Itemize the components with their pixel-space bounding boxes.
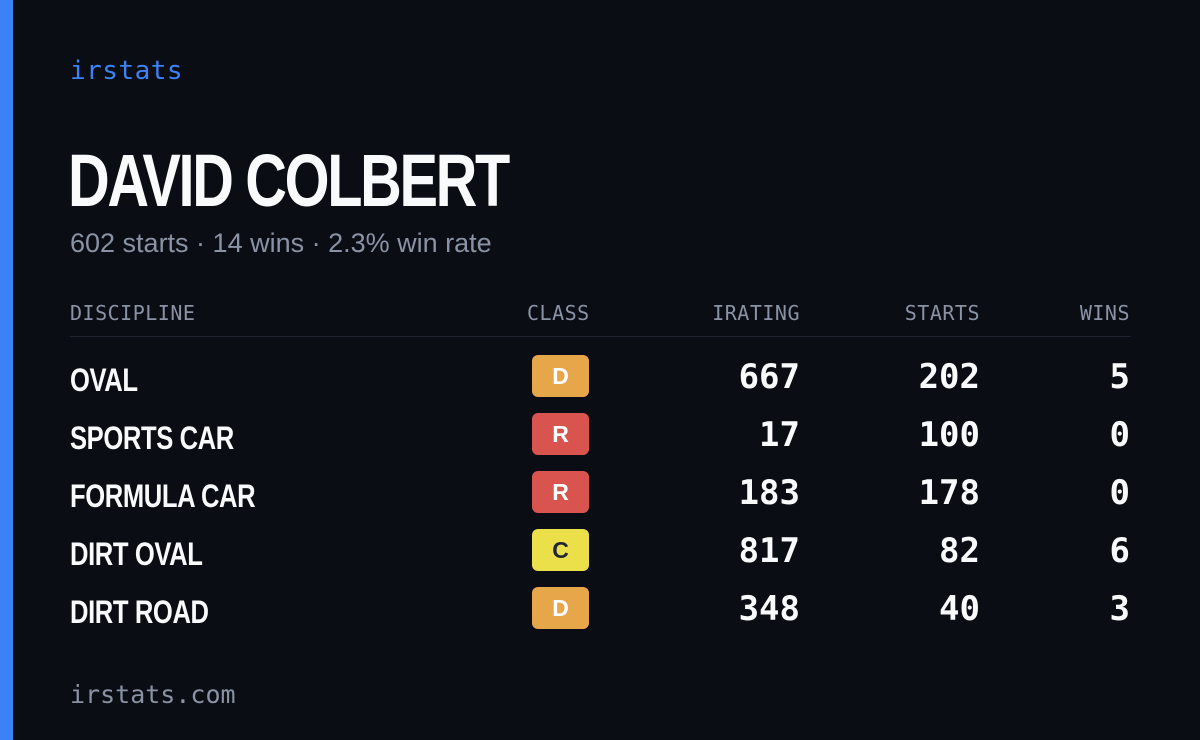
irating-value: 667 (738, 357, 800, 397)
discipline-name: FORMULA CAR (70, 478, 256, 514)
header-irating: IRATING (712, 301, 800, 325)
header-discipline: DISCIPLINE (70, 301, 196, 325)
accent-bar (0, 0, 13, 740)
table-body: OVAL D 667 202 5 SPORTS CAR R 17 100 0 F… (70, 337, 1131, 644)
irating-value: 17 (759, 415, 800, 455)
class-badge: R (532, 413, 589, 455)
discipline-name: DIRT ROAD (70, 594, 209, 630)
discipline-name: DIRT OVAL (70, 536, 203, 572)
wins-value: 3 (1109, 589, 1130, 629)
header-starts: STARTS (904, 301, 980, 325)
starts-value: 40 (939, 589, 980, 629)
class-badge: D (532, 587, 589, 629)
class-badge: C (532, 529, 589, 571)
header-wins: WINS (1079, 301, 1130, 325)
table-row: FORMULA CAR R 183 178 0 (70, 470, 1131, 528)
stats-table: DISCIPLINE CLASS IRATING STARTS WINS OVA… (70, 296, 1131, 644)
wins-value: 6 (1109, 531, 1130, 571)
table-row: OVAL D 667 202 5 (70, 354, 1131, 412)
irating-value: 183 (738, 473, 800, 513)
header-class: CLASS (527, 301, 590, 325)
table-header: DISCIPLINE CLASS IRATING STARTS WINS (70, 296, 1131, 337)
starts-value: 178 (918, 473, 980, 513)
driver-name: DAVID COLBERT (68, 139, 510, 222)
brand-logo[interactable]: irstats (70, 56, 184, 86)
wins-value: 5 (1109, 357, 1130, 397)
starts-value: 100 (918, 415, 980, 455)
irating-value: 817 (738, 531, 800, 571)
driver-summary: 602 starts · 14 wins · 2.3% win rate (70, 228, 492, 258)
starts-value: 82 (939, 531, 980, 571)
table-row: DIRT ROAD D 348 40 3 (70, 586, 1131, 644)
discipline-name: OVAL (70, 362, 138, 398)
discipline-name: SPORTS CAR (70, 420, 234, 456)
table-row: DIRT OVAL C 817 82 6 (70, 528, 1131, 586)
footer-link[interactable]: irstats.com (70, 680, 236, 709)
starts-value: 202 (918, 357, 980, 397)
class-badge: D (532, 355, 589, 397)
wins-value: 0 (1109, 473, 1130, 513)
irating-value: 348 (738, 589, 800, 629)
wins-value: 0 (1109, 415, 1130, 455)
class-badge: R (532, 471, 589, 513)
table-row: SPORTS CAR R 17 100 0 (70, 412, 1131, 470)
